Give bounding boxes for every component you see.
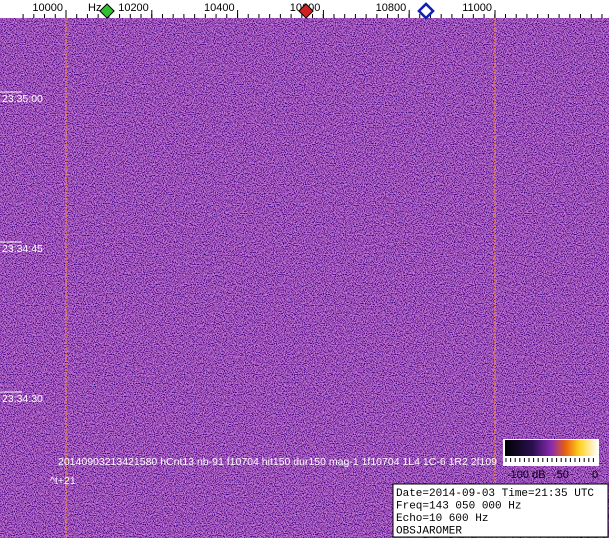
offset-label: ^t+21 — [50, 475, 76, 487]
frequency-tick-label: 10200 — [118, 2, 149, 14]
frequency-tick-label: 10800 — [376, 2, 407, 14]
marker-blue[interactable] — [417, 2, 435, 20]
time-label: 23:35:00 — [2, 93, 43, 105]
info-box — [392, 483, 609, 538]
color-scale — [505, 440, 598, 456]
scale-label: -50 — [553, 469, 569, 481]
info-line: Freq=143 050 000 Hz — [396, 501, 521, 513]
unit-label: Hz — [88, 2, 101, 14]
info-line: OBSJAROMER — [396, 526, 462, 538]
marker-green[interactable] — [99, 3, 115, 19]
info-line: Date=2014-09-03 Time=21:35 UTC — [396, 488, 594, 500]
frequency-tick-label: 10000 — [32, 2, 63, 14]
time-label: 23:34:45 — [2, 243, 43, 255]
scale-label: 0 — [592, 469, 598, 481]
marker-red[interactable] — [298, 3, 314, 19]
scale-label: -100 dB — [507, 469, 546, 481]
detection-text: 20140903213421580 hCnt13 nb-91 f10704 hi… — [58, 456, 497, 468]
frequency-tick-label: 11000 — [462, 2, 492, 14]
time-label: 23:34:30 — [2, 393, 43, 405]
info-line: Echo=10 600 Hz — [396, 513, 488, 525]
frequency-tick-label: 10400 — [204, 2, 235, 14]
